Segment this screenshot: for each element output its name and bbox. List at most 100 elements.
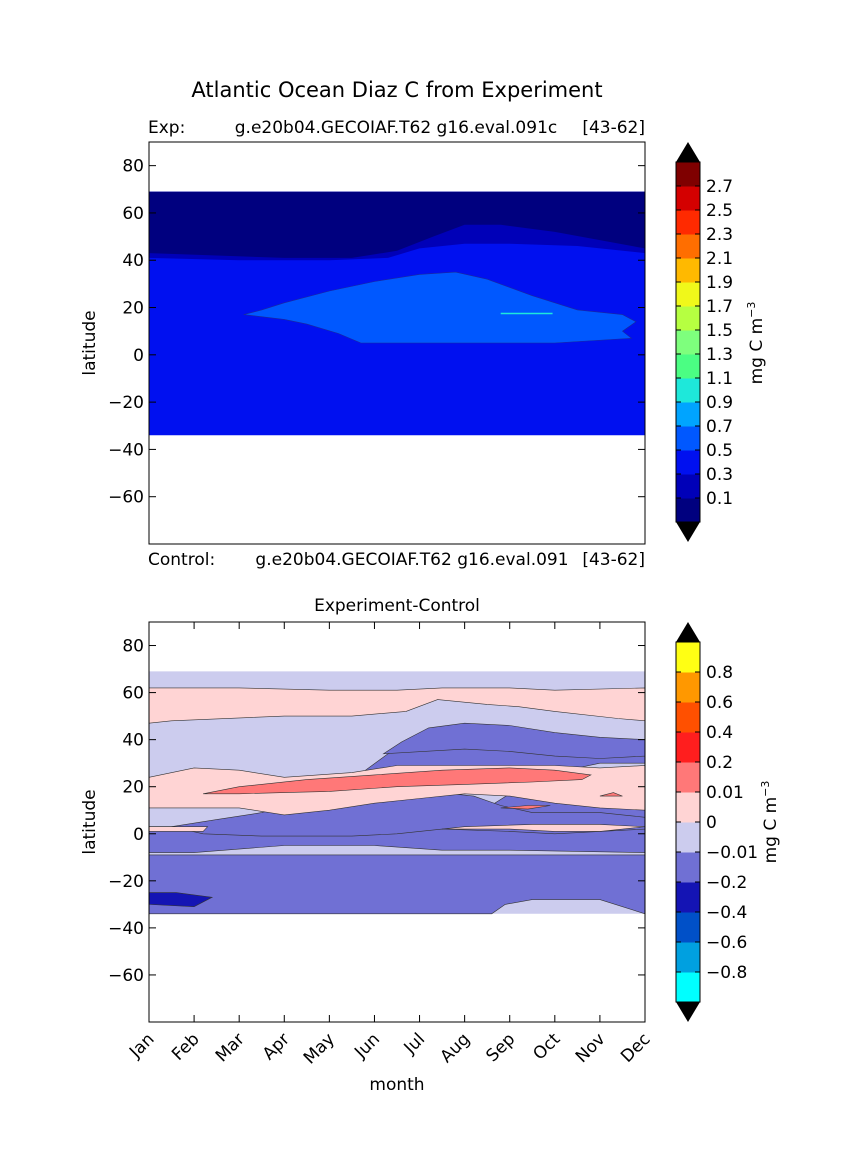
diff-xtick-label: May — [300, 1029, 339, 1068]
exp-cbar-swatch — [676, 330, 700, 355]
exp-cbar-swatch — [676, 234, 700, 259]
exp-field-0p5-0p7 — [243, 271, 637, 344]
exp-ytick-label: −40 — [108, 440, 144, 460]
exp-cbar-swatch — [676, 282, 700, 307]
exp-cbar-extend-max — [676, 142, 700, 162]
diff-cbar-swatch — [676, 792, 700, 823]
exp-cbar-swatch — [676, 354, 700, 379]
diff-title: Experiment-Control — [314, 596, 480, 616]
exp-ytick-label: 80 — [122, 157, 144, 177]
diff-xtick-label: Apr — [259, 1029, 294, 1064]
diff-field-pos-red — [203, 767, 592, 795]
diff-cbar-extend-max — [676, 622, 700, 642]
exp-cbar-label: 1.7 — [706, 297, 733, 317]
difference-panel: Control: g.e20b04.GECOIAF.T62 g16.eval.0… — [80, 550, 781, 1095]
diff-cbar-swatch — [676, 852, 700, 883]
exp-ytick-label: 60 — [122, 204, 144, 224]
diff-cbar-label: 0.6 — [706, 693, 733, 713]
diff-xtick-label: Aug — [437, 1029, 475, 1067]
exp-colorbar-units-exponent: −3 — [745, 302, 758, 318]
exp-cbar-label: 1.1 — [706, 369, 733, 389]
diff-cbar-swatch — [676, 942, 700, 973]
exp-cbar-swatch — [676, 426, 700, 451]
diff-cbar-label: −0.8 — [706, 963, 747, 983]
diff-cbar-label: −0.6 — [706, 933, 747, 953]
diff-colorbar-label: mg C m−3 — [759, 781, 781, 864]
diff-field-pos-eq — [148, 826, 209, 832]
exp-title-left: Exp: — [148, 118, 185, 138]
control-title-right: [43-62] — [582, 550, 645, 570]
diff-xtick-label: Feb — [168, 1029, 203, 1064]
diff-cbar-label: 0.4 — [706, 723, 733, 743]
diff-cbar-label: 0.2 — [706, 753, 733, 773]
diff-cbar-swatch — [676, 732, 700, 763]
exp-title-center: g.e20b04.GECOIAF.T62 g16.eval.091c — [235, 118, 557, 138]
diff-ytick-label: 60 — [122, 684, 144, 704]
diff-xtick-label: Jul — [400, 1029, 429, 1058]
diff-ytick-label: −60 — [108, 966, 144, 986]
diff-ytick-label: −40 — [108, 919, 144, 939]
diff-cbar-swatch — [676, 672, 700, 703]
exp-ytick-label: 40 — [122, 251, 144, 271]
exp-cbar-swatch — [676, 378, 700, 403]
exp-cbar-label: 1.3 — [706, 345, 733, 365]
diff-colorbar: −0.8 −0.6 −0.4 −0.2 −0.01 0 0.01 0.2 0.4 0.6 0.8 — [675, 622, 758, 1022]
diff-ytick-label: 20 — [122, 778, 144, 798]
exp-ytick-label: −60 — [108, 488, 144, 508]
exp-ytick-label: 0 — [133, 346, 144, 366]
diff-ytick-label: 40 — [122, 731, 144, 751]
control-title-left: Control: — [148, 550, 215, 570]
exp-colorbar: 0.1 0.3 0.5 0.7 0.9 1.1 1.3 1.5 1.7 1.9 2.1 2.3 2.5 2… — [675, 142, 733, 542]
diff-cbar-swatch — [676, 702, 700, 733]
exp-cbar-extend-min — [676, 522, 700, 542]
exp-cbar-swatch — [676, 474, 700, 499]
exp-y-axis: −60 −40 −20 0 20 40 60 80 — [108, 157, 645, 508]
diff-cbar-label: −0.4 — [706, 903, 747, 923]
exp-cbar-label: 1.9 — [706, 273, 733, 293]
exp-cbar-label: 0.3 — [706, 465, 733, 485]
exp-ytick-label: 20 — [122, 299, 144, 319]
diff-cbar-label: 0.8 — [706, 663, 733, 683]
diff-field-pos-red-small — [500, 805, 551, 810]
diff-cbar-label: −0.01 — [706, 843, 758, 863]
exp-cbar-swatch — [676, 162, 700, 187]
exp-colorbar-label: mg C m−3 — [745, 302, 767, 385]
exp-cbar-swatch — [676, 258, 700, 283]
diff-ytick-label: −20 — [108, 872, 144, 892]
diff-xtick-label: Oct — [529, 1029, 564, 1064]
exp-ylabel: latitude — [80, 310, 100, 375]
exp-title-right: [43-62] — [582, 118, 645, 138]
exp-cbar-swatch — [676, 306, 700, 331]
exp-cbar-swatch — [676, 498, 700, 523]
diff-y-axis: −60 −40 −20 0 20 40 60 80 — [108, 637, 645, 986]
diff-cbar-swatch — [676, 822, 700, 853]
diff-cbar-label: 0 — [706, 813, 717, 833]
diff-colorbar-units: mg C m — [761, 797, 781, 864]
exp-cbar-label: 0.1 — [706, 489, 733, 509]
exp-cbar-label: 0.7 — [706, 417, 733, 437]
exp-field-below-0p1 — [149, 191, 645, 258]
control-title-center: g.e20b04.GECOIAF.T62 g16.eval.091 — [255, 550, 568, 570]
diff-xtick-label: Jan — [125, 1029, 158, 1062]
exp-cbar-label: 2.5 — [706, 201, 733, 221]
diff-ytick-label: 0 — [133, 825, 144, 845]
diff-ylabel: latitude — [80, 789, 100, 854]
diff-cbar-label: −0.2 — [706, 873, 747, 893]
diff-cbar-swatch — [676, 762, 700, 793]
diff-cbar-swatch — [676, 882, 700, 913]
figure-suptitle: Atlantic Ocean Diaz C from Experiment — [191, 78, 602, 102]
exp-cbar-swatch — [676, 402, 700, 427]
diff-xtick-label: Dec — [617, 1029, 654, 1066]
exp-ytick-label: −20 — [108, 393, 144, 413]
exp-cbar-label: 0.5 — [706, 441, 733, 461]
diff-xtick-label: Jun — [350, 1029, 384, 1063]
diff-xtick-label: Mar — [212, 1029, 249, 1066]
exp-cbar-swatch — [676, 450, 700, 475]
exp-cbar-label: 2.7 — [706, 177, 733, 197]
exp-cbar-label: 0.9 — [706, 393, 733, 413]
diff-field-pos-red-dot — [599, 792, 623, 797]
diff-cbar-label: 0.01 — [706, 783, 744, 803]
diff-ytick-label: 80 — [122, 637, 144, 657]
exp-contour-fields — [149, 191, 645, 436]
